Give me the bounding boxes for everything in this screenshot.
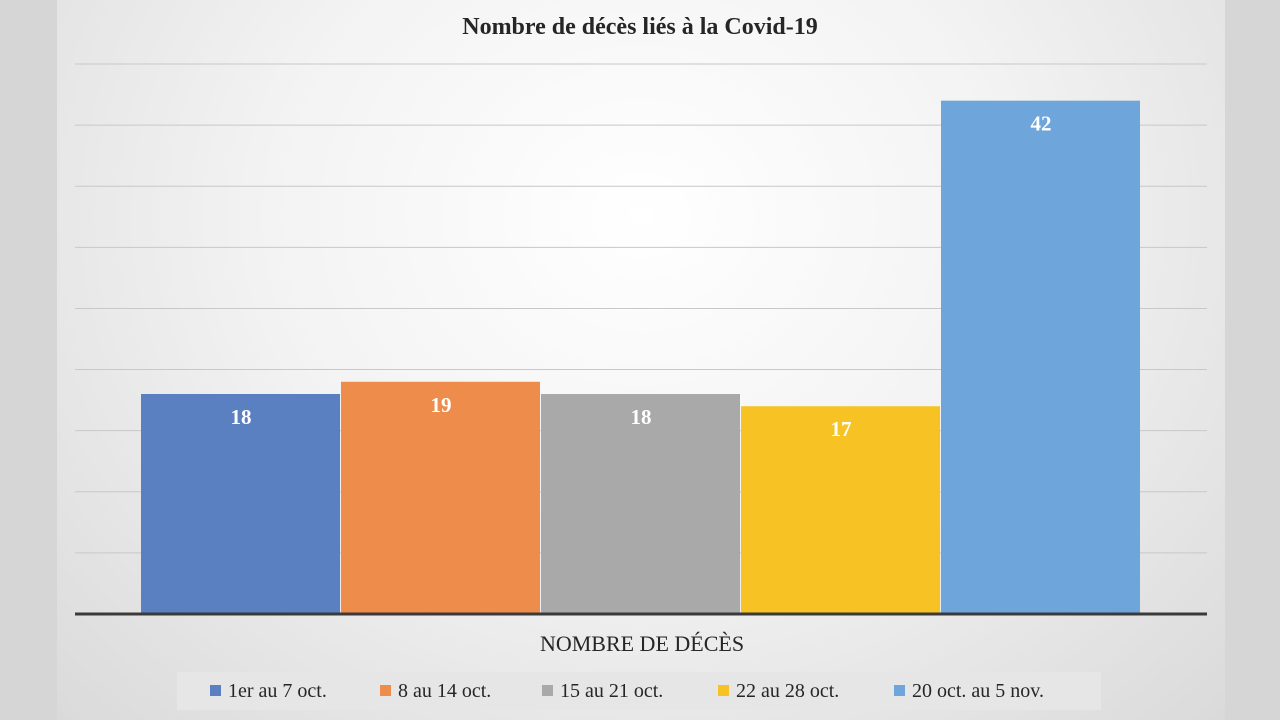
bar-5 bbox=[941, 100, 1140, 614]
legend-swatch bbox=[380, 685, 391, 696]
legend-box bbox=[177, 672, 1101, 710]
legend-swatch bbox=[210, 685, 221, 696]
bars bbox=[141, 100, 1140, 614]
bar-value-label: 18 bbox=[631, 405, 652, 429]
legend-label: 1er au 7 oct. bbox=[228, 680, 327, 702]
legend-swatch bbox=[542, 685, 553, 696]
legend: 1er au 7 oct. 8 au 14 oct. 15 au 21 oct. 22… bbox=[210, 680, 1044, 702]
data-labels: 18 19 18 17 42 bbox=[231, 112, 1052, 442]
bar-value-label: 18 bbox=[231, 405, 252, 429]
bar-1 bbox=[141, 394, 340, 614]
legend-label: 22 au 28 oct. bbox=[736, 680, 839, 702]
legend-label: 15 au 21 oct. bbox=[560, 680, 663, 702]
chart-title: Nombre de décès liés à la Covid-19 bbox=[462, 14, 818, 40]
chart-area: Nombre de décès liés à la Covid-19 18 19 1… bbox=[57, 0, 1225, 720]
legend-label: 20 oct. au 5 nov. bbox=[912, 680, 1044, 702]
bar-value-label: 42 bbox=[1031, 112, 1052, 136]
bar-2 bbox=[341, 381, 540, 614]
bar-value-label: 19 bbox=[431, 393, 452, 417]
legend-swatch bbox=[894, 685, 905, 696]
x-axis-title: NOMBRE DE DÉCÈS bbox=[540, 631, 744, 656]
bar-4 bbox=[741, 406, 940, 614]
bar-value-label: 17 bbox=[831, 417, 852, 441]
bar-chart: Nombre de décès liés à la Covid-19 18191… bbox=[75, 14, 1207, 710]
bar-3 bbox=[541, 394, 740, 614]
legend-swatch bbox=[718, 685, 729, 696]
legend-label: 8 au 14 oct. bbox=[398, 680, 491, 702]
